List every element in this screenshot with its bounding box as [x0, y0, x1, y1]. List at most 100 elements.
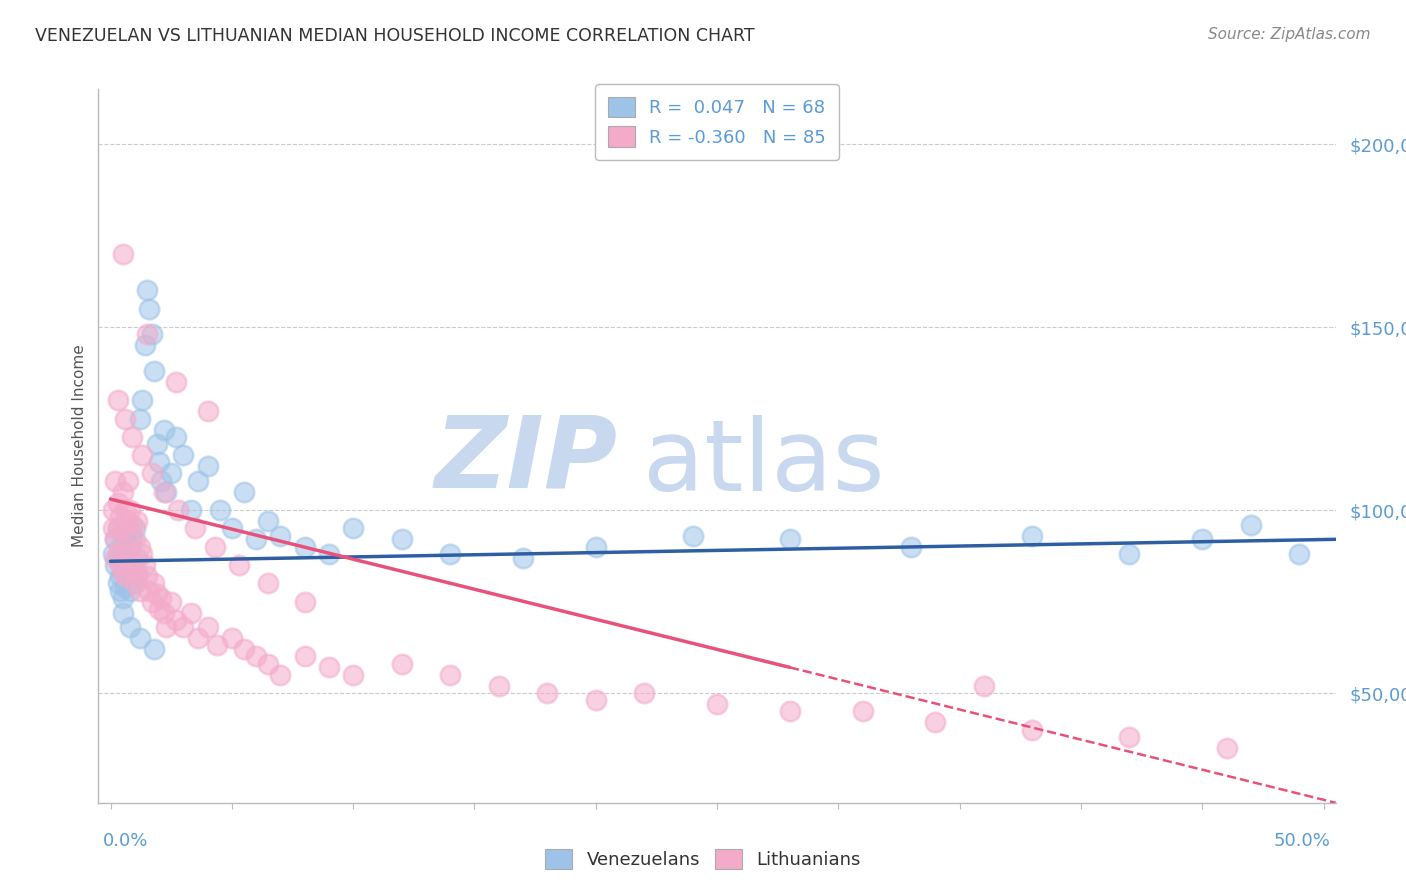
Point [924, 715, 946, 730]
Point [1288, 547, 1310, 561]
Point [900, 540, 922, 554]
Point [107, 521, 129, 535]
Point [111, 247, 134, 261]
Point [184, 521, 207, 535]
Point [114, 533, 136, 547]
Point [172, 620, 194, 634]
Point [104, 550, 127, 565]
Point [187, 631, 209, 645]
Point [155, 620, 177, 634]
Point [269, 529, 291, 543]
Point [269, 667, 291, 681]
Point [208, 503, 231, 517]
Legend: R =  0.047   N = 68, R = -0.360   N = 85: R = 0.047 N = 68, R = -0.360 N = 85 [595, 84, 839, 160]
Point [245, 533, 267, 547]
Point [172, 448, 194, 462]
Point [114, 558, 136, 572]
Point [127, 569, 149, 583]
Point [342, 521, 364, 535]
Point [114, 580, 136, 594]
Point [439, 667, 461, 681]
Point [153, 484, 176, 499]
Text: atlas: atlas [643, 416, 884, 512]
Y-axis label: Median Household Income: Median Household Income [72, 344, 87, 548]
Point [117, 566, 139, 580]
Point [1021, 723, 1043, 737]
Point [121, 561, 143, 575]
Point [134, 558, 156, 572]
Point [101, 521, 124, 535]
Point [439, 547, 461, 561]
Point [391, 533, 413, 547]
Point [143, 364, 166, 378]
Point [117, 514, 139, 528]
Point [107, 393, 129, 408]
Point [257, 514, 280, 528]
Point [207, 639, 229, 653]
Point [973, 679, 995, 693]
Point [136, 569, 159, 583]
Point [107, 550, 129, 565]
Point [128, 631, 150, 645]
Point [165, 430, 187, 444]
Point [117, 521, 139, 535]
Point [141, 594, 163, 608]
Point [124, 521, 146, 535]
Point [197, 620, 219, 634]
Point [111, 606, 134, 620]
Point [536, 686, 558, 700]
Point [155, 484, 177, 499]
Point [233, 642, 256, 657]
Point [706, 697, 728, 711]
Point [187, 474, 209, 488]
Point [107, 576, 129, 591]
Point [104, 533, 127, 547]
Point [118, 540, 141, 554]
Point [145, 437, 167, 451]
Point [180, 606, 202, 620]
Point [342, 667, 364, 681]
Point [118, 620, 141, 634]
Point [124, 533, 146, 547]
Text: VENEZUELAN VS LITHUANIAN MEDIAN HOUSEHOLD INCOME CORRELATION CHART: VENEZUELAN VS LITHUANIAN MEDIAN HOUSEHOL… [35, 27, 755, 45]
Point [197, 459, 219, 474]
Point [114, 411, 136, 425]
Point [117, 547, 139, 561]
Point [318, 547, 340, 561]
Point [136, 327, 159, 342]
Point [110, 558, 132, 572]
Point [111, 484, 134, 499]
Point [118, 503, 141, 517]
Point [104, 533, 127, 547]
Point [167, 503, 190, 517]
Point [118, 547, 141, 561]
Point [121, 517, 143, 532]
Point [160, 594, 183, 608]
Point [145, 587, 167, 601]
Point [488, 679, 510, 693]
Point [127, 566, 149, 580]
Point [143, 576, 166, 591]
Point [1118, 547, 1140, 561]
Point [110, 540, 132, 554]
Point [294, 649, 316, 664]
Point [127, 514, 149, 528]
Point [165, 375, 187, 389]
Point [221, 521, 243, 535]
Point [160, 467, 183, 481]
Point [117, 558, 139, 572]
Point [148, 455, 170, 469]
Point [104, 474, 127, 488]
Point [121, 533, 143, 547]
Point [245, 649, 267, 664]
Text: ZIP: ZIP [434, 412, 619, 508]
Point [121, 430, 143, 444]
Point [110, 583, 132, 598]
Point [101, 503, 124, 517]
Point [1240, 517, 1263, 532]
Point [104, 558, 127, 572]
Point [131, 393, 153, 408]
Point [204, 540, 226, 554]
Text: Source: ZipAtlas.com: Source: ZipAtlas.com [1208, 27, 1371, 42]
Point [585, 693, 607, 707]
